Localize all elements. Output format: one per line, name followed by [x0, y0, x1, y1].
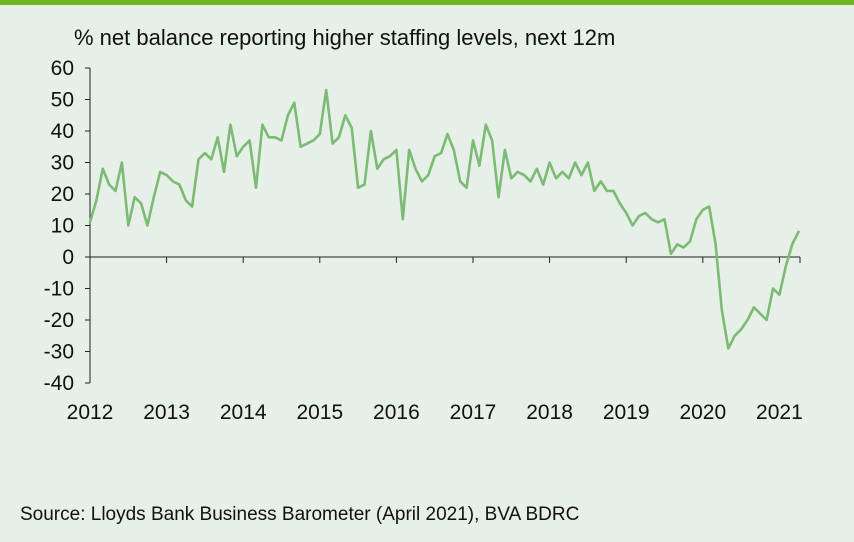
series-line [88, 88, 800, 350]
x-tick-label: 2017 [450, 401, 497, 424]
y-tick-label: -20 [44, 309, 74, 332]
y-tick-label: -10 [44, 278, 74, 301]
chart-title: % net balance reporting higher staffing … [74, 25, 616, 50]
y-tick-label: 60 [51, 57, 74, 80]
x-tick-label: 2019 [603, 401, 650, 424]
y-tick-label: -30 [44, 341, 74, 364]
x-tick-label: 2012 [67, 401, 114, 424]
y-tick-label: 20 [51, 183, 74, 206]
source-note: Source: Lloyds Bank Business Barometer (… [20, 504, 580, 525]
y-tick-label: 0 [62, 246, 74, 269]
x-tick-label: 2021 [756, 401, 803, 424]
y-tick-label: 50 [51, 89, 74, 112]
x-tick-label: 2015 [296, 401, 343, 424]
x-tick-label: 2018 [526, 401, 573, 424]
x-tick-label: 2013 [143, 401, 190, 424]
y-tick-label: 30 [51, 152, 74, 175]
x-tick-label: 2014 [220, 401, 267, 424]
top-accent-bar [0, 0, 854, 5]
y-tick-label: 10 [51, 215, 74, 238]
x-tick-label: 2016 [373, 401, 420, 424]
y-tick-label: 40 [51, 120, 74, 143]
y-tick-label: -40 [44, 372, 74, 395]
x-tick-label: 2020 [679, 401, 726, 424]
